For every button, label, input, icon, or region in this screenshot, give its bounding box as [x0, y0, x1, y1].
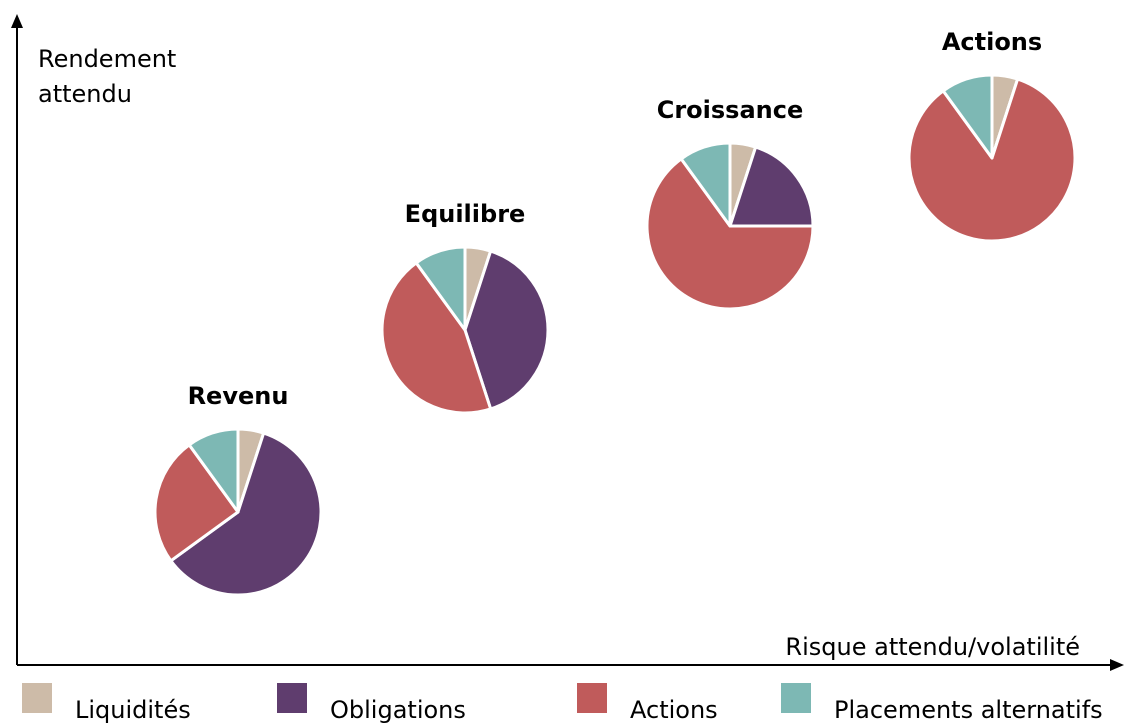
pie-title: Croissance — [657, 96, 804, 124]
pie-title: Actions — [942, 28, 1042, 56]
legend-swatch — [577, 683, 607, 713]
legend-label: Liquidités — [75, 696, 191, 724]
legend-swatch — [22, 683, 52, 713]
pie-slice — [645, 157, 815, 311]
pie-title: Revenu — [188, 382, 289, 410]
pie-slice — [380, 261, 493, 415]
pie-slice — [679, 141, 732, 228]
pie-slice — [414, 245, 467, 332]
pie-slice — [907, 77, 1077, 243]
y-axis-label: Rendement attendu — [38, 45, 177, 108]
pie-slice — [463, 249, 550, 411]
pie-slice — [941, 73, 994, 160]
y-axis-arrow — [11, 14, 23, 28]
legend-label: Actions — [630, 696, 718, 724]
legend-swatch — [781, 683, 811, 713]
pie-title: Equilibre — [405, 200, 526, 228]
pie-slice — [728, 145, 815, 228]
x-axis-arrow — [1110, 659, 1124, 671]
pie-slice — [153, 443, 240, 563]
pie-slice — [187, 427, 240, 514]
pie-slice — [169, 431, 323, 597]
legend-swatch — [277, 683, 307, 713]
legend-label: Obligations — [330, 696, 466, 724]
x-axis-label: Risque attendu/volatilité — [785, 633, 1080, 661]
legend-label: Placements alternatifs — [834, 696, 1103, 724]
